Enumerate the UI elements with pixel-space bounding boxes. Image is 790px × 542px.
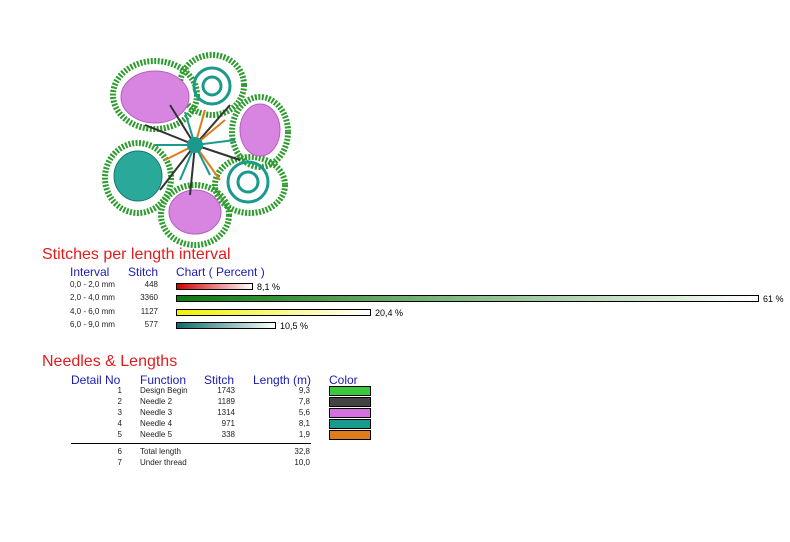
needle-detail-no: 2: [117, 397, 122, 406]
totals-divider: [71, 443, 311, 444]
interval-label: 2,0 - 4,0 mm: [70, 293, 115, 302]
needle-color-swatch: [329, 430, 371, 440]
needle-function: Needle 2: [140, 397, 173, 406]
needle-color-swatch: [329, 408, 371, 418]
interval-label: 4,0 - 6,0 mm: [70, 307, 115, 316]
intervals-section-title: Stitches per length interval: [42, 246, 231, 263]
interval-percent-bar: [176, 309, 371, 316]
interval-percent-label: 61 %: [763, 294, 784, 304]
needle-detail-no: 1: [117, 386, 122, 395]
interval-percent-label: 20,4 %: [375, 308, 404, 318]
needle-function: Needle 4: [140, 419, 173, 428]
total-length: 10,0: [294, 458, 310, 467]
embroidery-design-preview: [102, 52, 291, 248]
needle-stitch-count: 1189: [217, 397, 235, 406]
interval-percent-label: 8,1 %: [257, 282, 281, 292]
needle-stitch-column-header: Stitch: [204, 373, 235, 387]
total-detail-no: 7: [117, 458, 122, 467]
interval-label: 0,0 - 2,0 mm: [70, 280, 115, 289]
needle-stitch-count: 1743: [217, 386, 235, 395]
detail-column-header: Detail No: [71, 373, 121, 387]
interval-percent-label: 10,5 %: [280, 321, 309, 331]
function-column-header: Function: [140, 373, 187, 387]
length-column-header: Length (m): [253, 373, 312, 387]
needles-section-title: Needles & Lengths: [42, 353, 178, 370]
interval-stitch-count: 1127: [140, 307, 158, 316]
interval-column-header: Interval: [70, 265, 110, 279]
needle-function: Design Begin: [140, 386, 188, 395]
needle-stitch-count: 971: [221, 419, 235, 428]
needle-stitch-count: 1314: [217, 408, 235, 417]
needle-detail-no: 5: [117, 430, 122, 439]
needle-length: 1,9: [298, 430, 310, 439]
interval-label: 6,0 - 9,0 mm: [70, 320, 115, 329]
needle-length: 8,1: [298, 419, 310, 428]
interval-percent-bar: [176, 295, 759, 302]
interval-stitch-count: 448: [144, 280, 158, 289]
interval-stitch-count: 577: [144, 320, 158, 329]
needle-color-swatch: [329, 386, 371, 396]
needle-length: 9,3: [298, 386, 310, 395]
total-function: Under thread: [140, 458, 187, 467]
needle-length: 5,6: [298, 408, 310, 417]
chart-column-header: Chart ( Percent ): [176, 265, 265, 279]
needle-detail-no: 4: [117, 419, 122, 428]
interval-stitch-count: 3360: [140, 293, 158, 302]
needle-color-swatch: [329, 397, 371, 407]
needle-function: Needle 3: [140, 408, 173, 417]
interval-percent-bar: [176, 283, 253, 290]
total-length: 32,8: [294, 447, 310, 456]
interval-percent-bar: [176, 322, 276, 329]
color-column-header: Color: [329, 373, 358, 387]
needle-color-swatch: [329, 419, 371, 429]
needle-length: 7,8: [298, 397, 310, 406]
needle-function: Needle 5: [140, 430, 173, 439]
total-detail-no: 6: [117, 447, 122, 456]
needle-detail-no: 3: [117, 408, 122, 417]
total-function: Total length: [140, 447, 181, 456]
stitch-column-header: Stitch: [128, 265, 159, 279]
needle-stitch-count: 338: [221, 430, 235, 439]
